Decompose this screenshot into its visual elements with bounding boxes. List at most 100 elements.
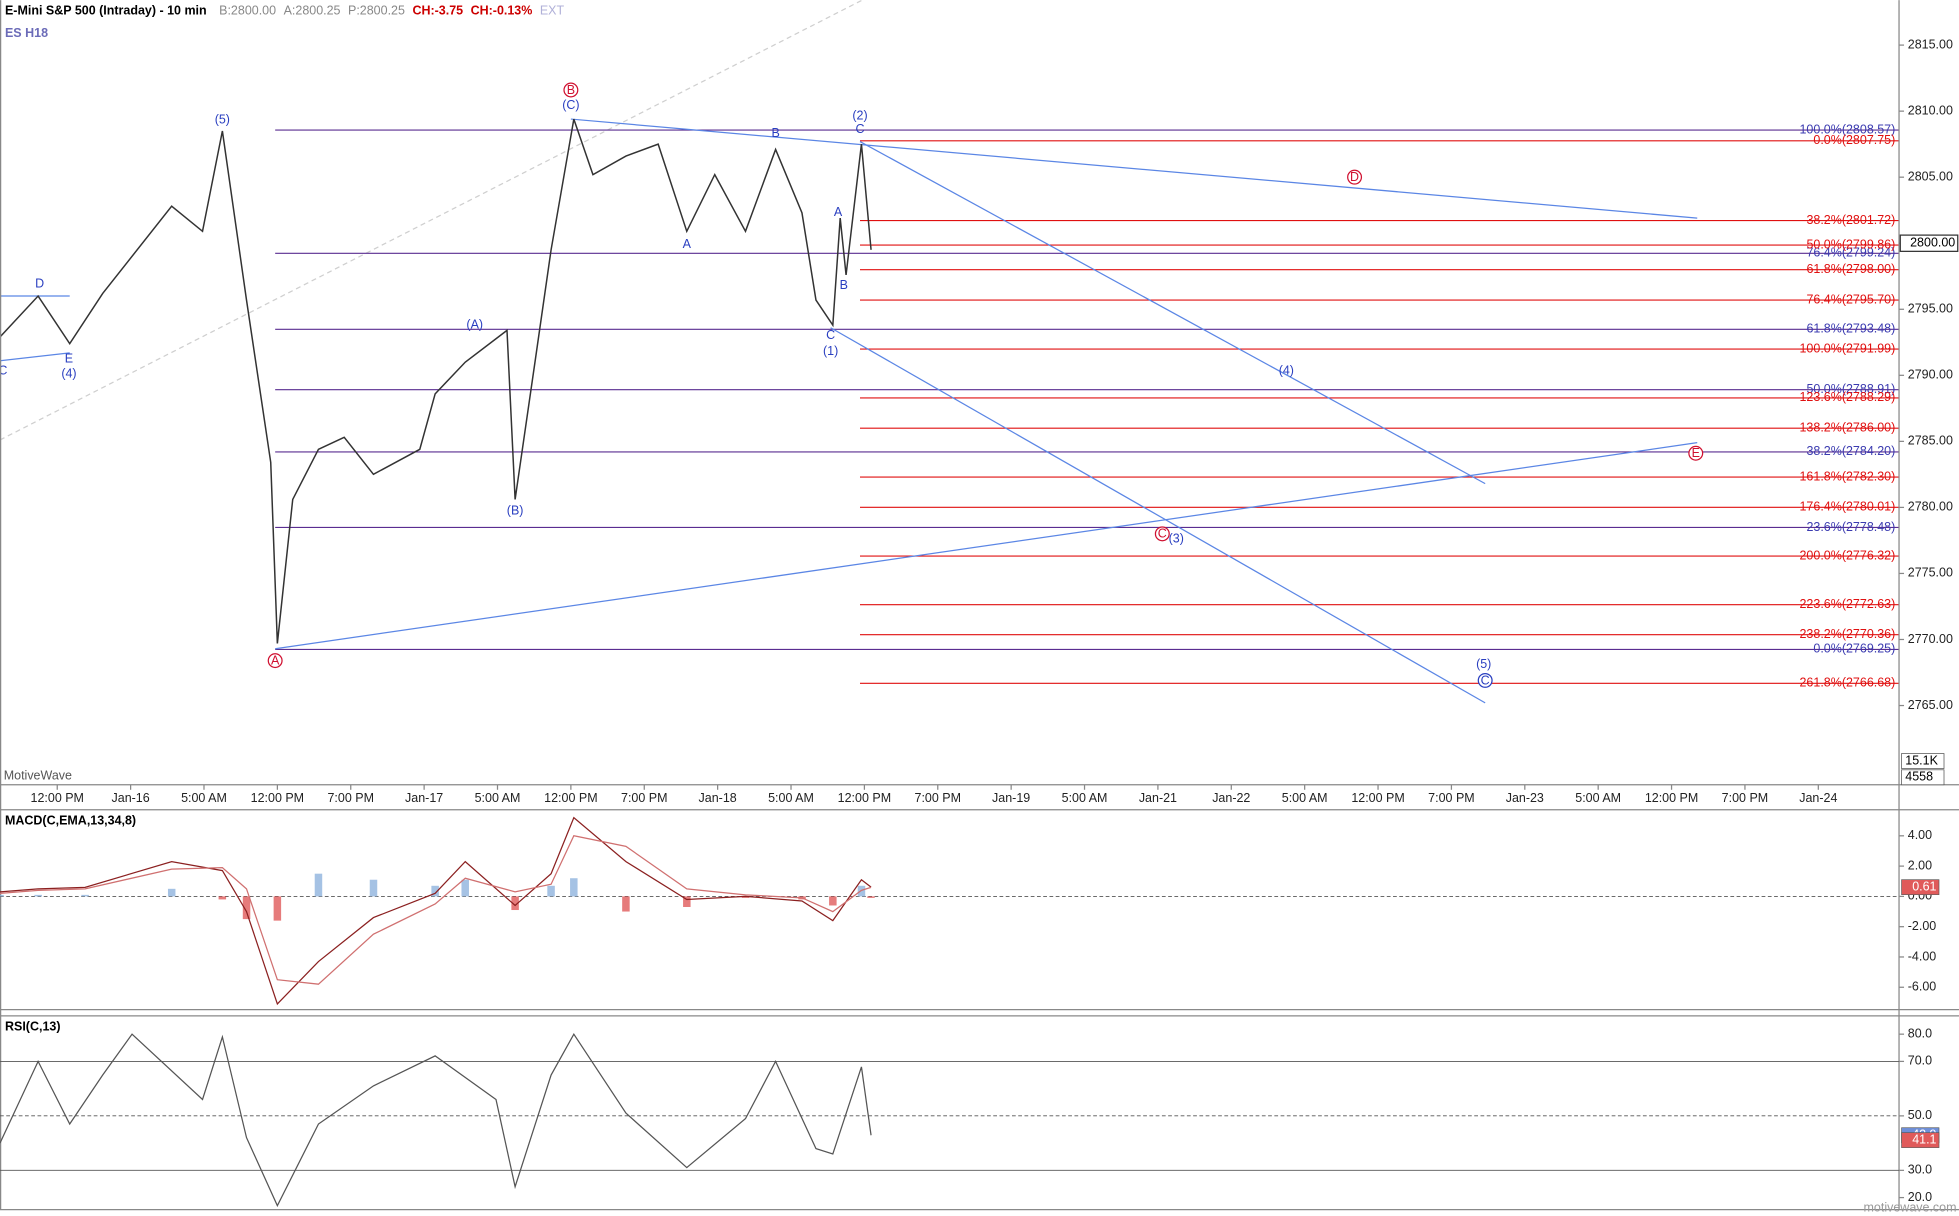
fib-label: 161.8%(2782.30) — [1799, 469, 1895, 483]
histogram-bar — [547, 885, 555, 897]
wave-circle — [1688, 445, 1704, 461]
y-tick-label: 2810.00 — [1908, 103, 1953, 117]
x-tick-label: Jan-19 — [992, 791, 1030, 805]
last-price-box — [1899, 234, 1959, 252]
wave-label: (5) — [215, 113, 230, 127]
wave-label: C — [855, 122, 864, 136]
x-tick-label: 12:00 PM — [1645, 791, 1698, 805]
wave-label: C — [1158, 527, 1167, 541]
channel-line — [0, 0, 863, 441]
wave-label: (5) — [1476, 657, 1491, 671]
x-tick-label: 12:00 PM — [1351, 791, 1404, 805]
y-tick-label: 2.00 — [1908, 858, 1932, 872]
y-tick-label: 2770.00 — [1908, 632, 1953, 646]
y-tick-label: 2780.00 — [1908, 500, 1953, 514]
fib-label: 138.2%(2786.00) — [1799, 420, 1895, 434]
wave-label: (4) — [61, 366, 76, 380]
value-tag-box — [1901, 1132, 1940, 1148]
wave-label: E — [1692, 446, 1700, 460]
histogram-bar — [511, 896, 519, 911]
x-tick-label: 12:00 PM — [544, 791, 597, 805]
fib-label: 76.4%(2795.70) — [1806, 292, 1895, 306]
histogram-bar — [167, 888, 176, 897]
y-tick-label: 50.0 — [1908, 1108, 1932, 1122]
x-tick-label: Jan-16 — [112, 791, 150, 805]
histogram-bar — [34, 894, 42, 897]
wave-label: (A) — [466, 317, 483, 331]
histogram-bar — [461, 879, 469, 897]
symbol: ES H18 — [5, 26, 48, 40]
x-tick-label: Jan-18 — [699, 791, 737, 805]
indicator-line — [0, 835, 872, 985]
histogram-bar — [242, 896, 251, 920]
x-tick-label: 5:00 AM — [768, 791, 814, 805]
last-price: 2800.00 — [1910, 236, 1955, 250]
wave-label: A — [834, 205, 843, 219]
x-tick-label: 5:00 AM — [475, 791, 521, 805]
wave-label: (4) — [1279, 364, 1294, 378]
volume-tag: 15.1K — [1905, 753, 1938, 767]
y-tick-label: 4.00 — [1908, 828, 1932, 842]
volume-tag-box — [1901, 753, 1945, 769]
fib-label: 50.0%(2788.91) — [1806, 382, 1895, 396]
histogram-bar — [683, 896, 691, 907]
histogram-bar — [829, 896, 837, 906]
fib-label: 123.6%(2788.29) — [1799, 390, 1895, 404]
price-panel: 100.0%(2808.57) 76.4%(2799.24) 61.8%(2793.… — [0, 0, 1900, 704]
histogram-bar — [431, 885, 439, 897]
fib-label: 200.0%(2776.32) — [1799, 548, 1895, 562]
wave-label: A — [271, 654, 280, 668]
trend-line — [0, 352, 70, 362]
x-tick-label: 7:00 PM — [1428, 791, 1475, 805]
y-tick-label: 30.0 — [1908, 1163, 1932, 1177]
panel-title: MACD(C,EMA,13,34,8) — [5, 813, 136, 827]
histogram-bar — [867, 896, 875, 898]
quote-item: CH:-3.75 — [412, 4, 463, 18]
y-tick-label: 80.0 — [1908, 1026, 1932, 1040]
histogram-bar — [741, 896, 750, 898]
x-tick-label: 7:00 PM — [621, 791, 668, 805]
x-tick-label: Jan-24 — [1799, 791, 1837, 805]
histogram-bar — [0, 894, 4, 897]
y-tick-label: -4.00 — [1908, 949, 1937, 963]
fib-label: 23.6%(2778.48) — [1806, 520, 1895, 534]
fib-label: 76.4%(2799.24) — [1806, 246, 1895, 260]
y-tick-label: 2795.00 — [1908, 302, 1953, 316]
volume-tag: 4558 — [1905, 770, 1933, 784]
histogram-bar — [273, 896, 282, 921]
chart-title: E-Mini S&P 500 (Intraday) - 10 min — [5, 4, 207, 18]
wave-label: C — [826, 328, 835, 342]
wave-label: (2) — [852, 109, 867, 123]
indicator-line — [0, 1032, 872, 1208]
y-tick-label: -2.00 — [1908, 919, 1937, 933]
fib-label: 61.8%(2793.48) — [1806, 322, 1895, 336]
trend-line — [570, 118, 1698, 219]
fib-label: 50.0%(2799.86) — [1806, 237, 1895, 251]
panel-title: RSI(C,13) — [5, 1019, 61, 1033]
price-line — [0, 118, 872, 644]
fib-label: 0.0%(2769.25) — [1813, 642, 1895, 656]
volume-tag-box — [1901, 769, 1945, 786]
y-tick-label: 2785.00 — [1908, 434, 1953, 448]
x-tick-label: Jan-17 — [405, 791, 443, 805]
histogram-bar — [314, 873, 323, 897]
fib-label: 176.4%(2780.01) — [1799, 500, 1895, 514]
value-tag: 0.61 — [1912, 879, 1936, 893]
wave-circle — [267, 653, 283, 669]
y-tick-label: 70.0 — [1908, 1054, 1932, 1068]
quote-item: CH:-0.13% — [471, 4, 533, 18]
trend-line — [830, 327, 1486, 704]
y-tick-label: 2790.00 — [1908, 368, 1953, 382]
quote-item: B:2800.00 — [219, 4, 276, 18]
x-tick-label: 7:00 PM — [327, 791, 374, 805]
fib-label: 38.2%(2801.72) — [1806, 213, 1895, 227]
wave-circle — [563, 82, 579, 98]
histogram-bar — [622, 896, 630, 912]
value-tag: 41.1 — [1912, 1132, 1936, 1146]
wave-label: D — [35, 276, 44, 290]
wave-circle — [1477, 672, 1493, 688]
wave-label: (3) — [1169, 531, 1184, 545]
y-tick-label: 2775.00 — [1908, 566, 1953, 580]
fib-label: 100.0%(2791.99) — [1799, 341, 1895, 355]
